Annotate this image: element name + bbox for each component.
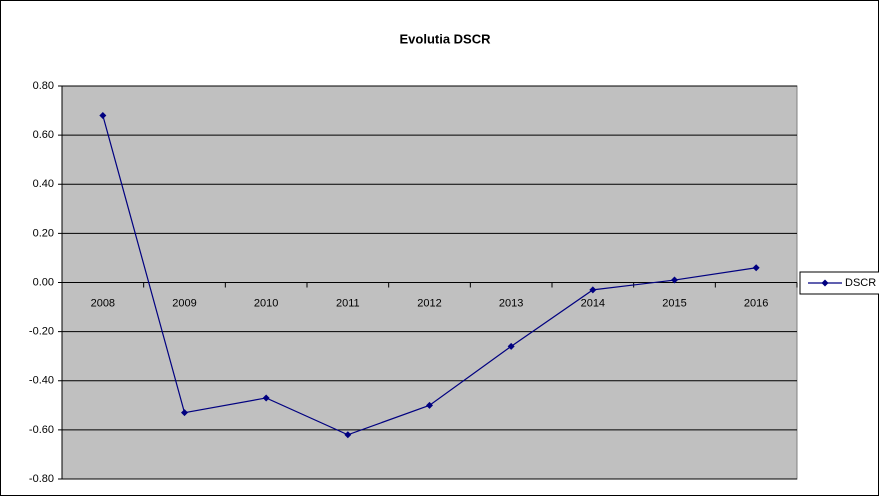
marker <box>99 111 107 119</box>
marker <box>507 342 515 350</box>
x-tick-label: 2014 <box>581 297 605 309</box>
y-tick-label: 0.20 <box>33 227 54 239</box>
legend-marker <box>821 279 829 287</box>
marker <box>181 409 188 417</box>
x-tick-label: 2010 <box>254 297 278 309</box>
x-tick-label: 2012 <box>417 297 441 309</box>
legend-label: DSCR <box>845 277 876 289</box>
y-tick-label: 0.80 <box>33 80 54 92</box>
x-tick-label: 2009 <box>172 297 196 309</box>
marker <box>752 264 760 272</box>
marker <box>671 276 678 284</box>
marker <box>426 401 433 409</box>
y-tick-label: -0.20 <box>29 326 54 338</box>
x-tick-label: 2013 <box>499 297 523 309</box>
y-tick-label: -0.60 <box>29 424 54 436</box>
marker <box>589 286 597 294</box>
y-tick-label: -0.40 <box>29 375 54 387</box>
chart-title: Evolutia DSCR <box>399 31 491 46</box>
x-tick-label: 2008 <box>91 297 115 309</box>
marker <box>344 431 352 439</box>
x-tick-label: 2011 <box>336 297 360 309</box>
y-tick-label: 0.60 <box>33 129 54 141</box>
x-tick-label: 2015 <box>662 297 686 309</box>
y-tick-label: 0.40 <box>33 178 54 190</box>
y-tick-label: 0.00 <box>33 276 54 288</box>
y-tick-label: -0.80 <box>29 473 54 485</box>
marker <box>262 394 270 402</box>
x-tick-label: 2016 <box>744 297 768 309</box>
